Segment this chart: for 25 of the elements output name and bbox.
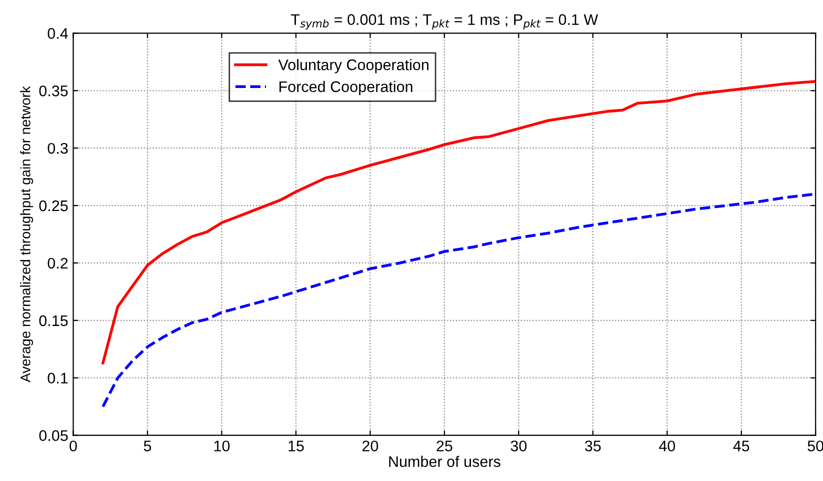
x-tick-label: 10 xyxy=(214,440,230,452)
legend-label: Voluntary Cooperation xyxy=(278,59,428,74)
x-tick-label: 35 xyxy=(584,440,601,452)
x-tick-label: 15 xyxy=(288,440,304,452)
x-tick-label: 0 xyxy=(70,440,77,452)
y-tick-label: 0.3 xyxy=(48,142,68,154)
x-tick-label: 50 xyxy=(808,440,823,452)
x-tick-label: 25 xyxy=(436,440,452,452)
x-tick-label: 40 xyxy=(658,440,676,452)
legend-label: Forced Cooperation xyxy=(279,80,412,96)
line-series xyxy=(102,80,816,364)
x-tick-label: 45 xyxy=(733,440,750,452)
y-tick-label: 0.35 xyxy=(39,86,68,96)
chart-title: T$_{symb}$ = 0.001 ms ; T$_{pkt}$ = 1 ms ; P$_{pkt}$ = 0.1 W xyxy=(290,14,598,30)
y-tick-label: 0.05 xyxy=(39,430,68,441)
y-tick-label: 0.25 xyxy=(39,200,68,212)
y-tick-label: 0.2 xyxy=(48,258,68,269)
x-tick-label: 20 xyxy=(362,440,378,452)
y-axis-title: Average normalized throughput gain for network xyxy=(20,86,34,382)
y-tick-label: 0.1 xyxy=(48,372,68,384)
y-tick-label: 0.15 xyxy=(39,315,68,326)
x-axis-title: Number of users xyxy=(389,456,500,468)
y-tick-label: 0.4 xyxy=(48,28,68,39)
x-tick-label: 30 xyxy=(510,440,527,452)
x-tick-label: 5 xyxy=(144,440,152,452)
